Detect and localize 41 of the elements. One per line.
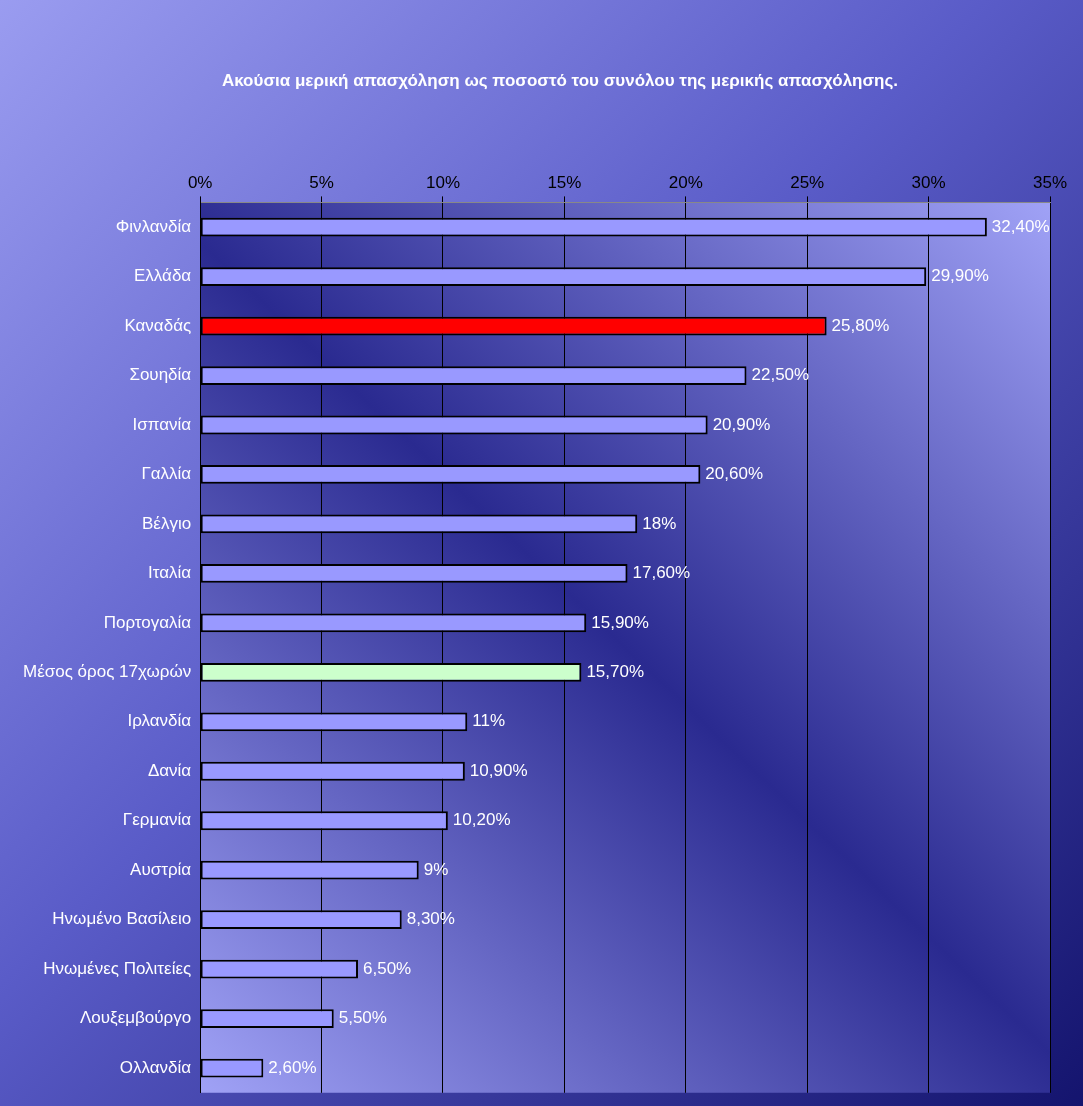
data-label: 10,90% [469,760,528,780]
x-tick-label: 35% [1032,172,1068,192]
y-tick-label: Ιρλανδία [127,711,192,731]
data-label: 29,90% [931,266,989,286]
y-tick-label: Αυστρία [130,859,192,879]
y-tick-label: Μέσος όρος 17χωρών [22,662,192,682]
x-tick-label: 20% [668,172,703,192]
y-tick-label: Φινλανδία [115,216,192,236]
y-tick-label: Ηνωμένο Βασίλειο [52,909,192,929]
data-label: 11% [472,711,506,731]
data-label: 20,90% [712,414,771,434]
y-tick-label: Βέλγιο [142,513,192,533]
y-tick-label: Ιταλία [148,563,192,583]
data-label: 15,70% [586,662,645,682]
data-label: 10,20% [452,810,511,830]
y-tick-label: Ελλάδα [133,266,192,286]
y-tick-label: Ισπανία [132,414,192,434]
data-label: 18% [642,513,677,533]
y-tick-label: Γαλλία [141,464,192,484]
y-tick-label: Δανία [147,760,192,780]
data-label: 5,50% [338,1008,387,1028]
y-tick-label: Πορτογαλία [103,612,192,632]
x-tick-label: 5% [309,172,334,192]
y-tick-label: Λουξεμβούργο [79,1008,192,1028]
data-label: 20,60% [705,464,764,484]
data-label: 2,60% [268,1057,317,1077]
y-tick-label: Ολλανδία [119,1057,192,1077]
x-tick-label: 30% [911,172,946,192]
data-label: 6,50% [363,958,412,978]
x-tick-label: 10% [425,172,461,192]
y-tick-label: Καναδάς [124,315,192,335]
chart-title: Ακούσια μερική απασχόληση ως ποσοστό του συνόλου της μερικής απασχόλησης. [220,70,900,92]
y-tick-label: Ηνωμένες Πολιτείες [43,958,192,978]
x-tick-label: 25% [790,172,825,192]
x-tick-label: 15% [547,172,582,192]
data-label: 25,80% [831,315,890,335]
data-label: 32,40% [991,216,1050,236]
y-tick-label: Σουηδία [129,365,192,385]
data-label: 15,90% [591,612,649,632]
y-tick-label: Γερμανία [122,810,192,830]
x-tick-label: 0% [187,172,213,192]
